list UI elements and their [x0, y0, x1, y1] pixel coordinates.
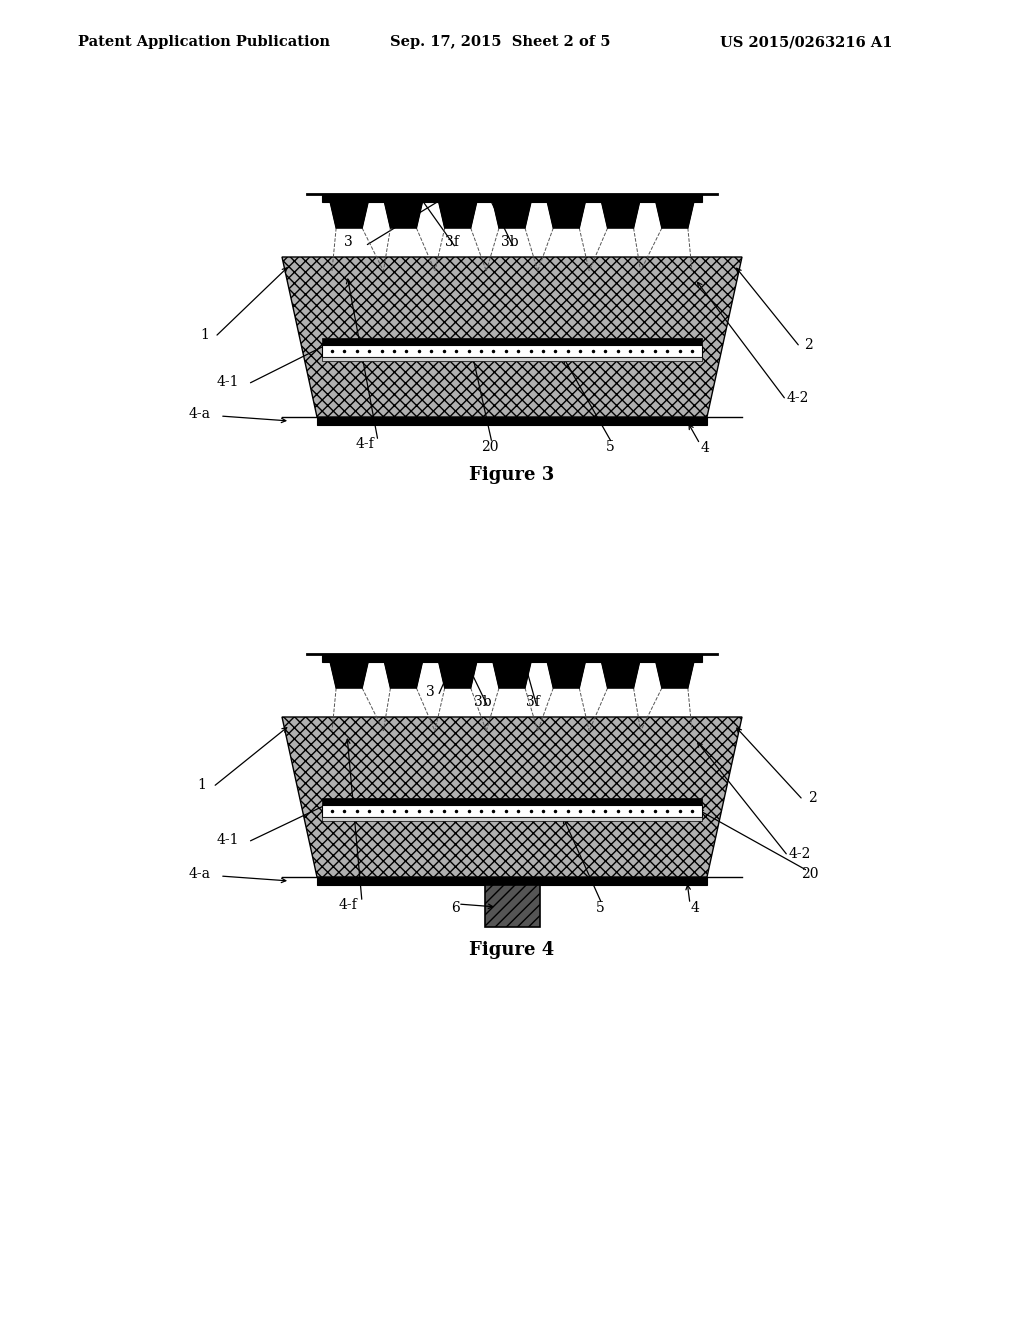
Text: 6: 6 [451, 902, 460, 915]
Polygon shape [601, 202, 640, 228]
Text: 4-a: 4-a [189, 407, 211, 421]
Polygon shape [384, 202, 423, 228]
Polygon shape [438, 202, 477, 228]
Bar [322, 345, 702, 356]
Text: 3b: 3b [501, 235, 519, 249]
Text: Patent Application Publication: Patent Application Publication [78, 36, 330, 49]
Text: 3: 3 [344, 235, 352, 249]
Bar [317, 417, 707, 425]
Text: 1: 1 [198, 777, 207, 792]
Bar [485, 884, 540, 927]
Text: 4-a: 4-a [189, 867, 211, 880]
Bar [322, 799, 702, 805]
Polygon shape [330, 202, 369, 228]
Text: 4-2: 4-2 [788, 847, 811, 861]
Polygon shape [655, 202, 694, 228]
Text: 4-1: 4-1 [217, 375, 240, 389]
Text: Figure 4: Figure 4 [469, 941, 555, 960]
Text: 4: 4 [700, 441, 710, 455]
Bar [322, 194, 702, 202]
Text: 5: 5 [605, 440, 614, 454]
Text: 4-f: 4-f [339, 898, 357, 912]
Text: US 2015/0263216 A1: US 2015/0263216 A1 [720, 36, 893, 49]
Polygon shape [547, 202, 586, 228]
Polygon shape [655, 663, 694, 688]
Text: 3b: 3b [474, 696, 492, 709]
Text: 4-1: 4-1 [217, 833, 240, 847]
Text: 3f: 3f [526, 696, 540, 709]
Text: 2: 2 [808, 791, 816, 805]
Text: 1: 1 [201, 327, 210, 342]
Polygon shape [438, 663, 477, 688]
Polygon shape [282, 717, 742, 876]
Polygon shape [384, 663, 423, 688]
Text: 3: 3 [426, 685, 434, 700]
Bar [322, 653, 702, 663]
Bar [317, 876, 707, 884]
Polygon shape [493, 202, 531, 228]
Bar [322, 356, 702, 360]
Text: 4: 4 [690, 902, 699, 915]
Polygon shape [601, 663, 640, 688]
Text: 4-2: 4-2 [786, 391, 809, 405]
Polygon shape [493, 663, 531, 688]
Text: 5: 5 [596, 902, 604, 915]
Text: 3f: 3f [445, 235, 459, 249]
Bar [322, 338, 702, 345]
Bar [322, 805, 702, 817]
Polygon shape [547, 663, 586, 688]
Polygon shape [282, 257, 742, 417]
Bar [322, 817, 702, 821]
Text: Sep. 17, 2015  Sheet 2 of 5: Sep. 17, 2015 Sheet 2 of 5 [390, 36, 610, 49]
Text: 2: 2 [804, 338, 812, 352]
Text: 4-f: 4-f [355, 437, 375, 451]
Text: Figure 3: Figure 3 [469, 466, 555, 484]
Text: 20: 20 [481, 440, 499, 454]
Text: 20: 20 [801, 867, 819, 880]
Polygon shape [330, 663, 369, 688]
